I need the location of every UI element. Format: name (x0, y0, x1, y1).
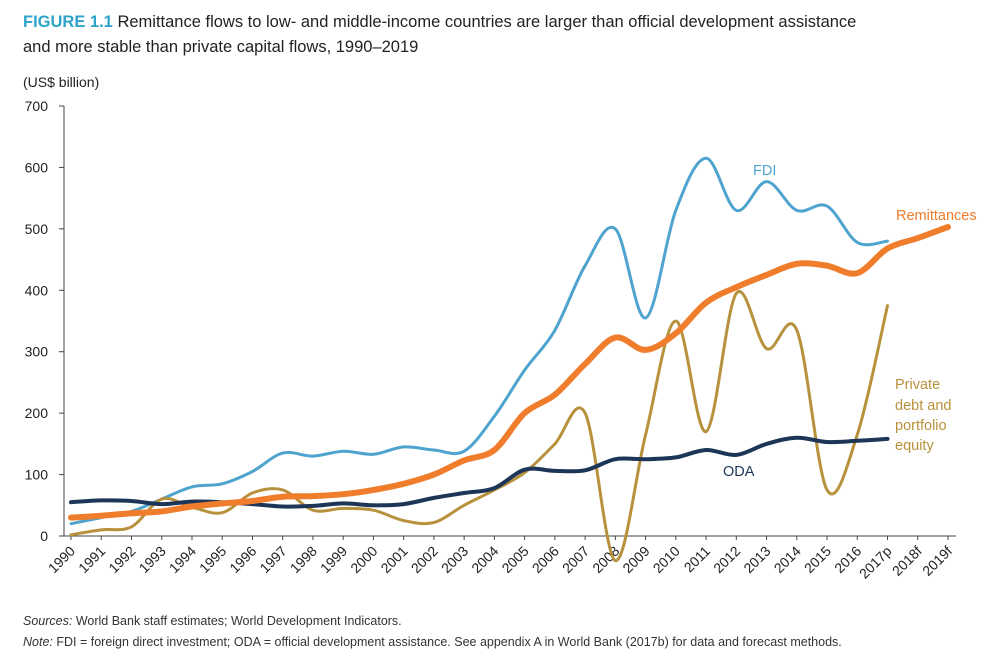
series-line-private-debt-and-portfolio-equity (69, 289, 889, 563)
x-tick-label: 2005 (498, 543, 531, 576)
x-tick-label: 2000 (347, 543, 380, 576)
x-tick-label: 2011 (681, 543, 714, 576)
series-line-oda (69, 435, 890, 509)
x-tick-label: 1994 (166, 543, 199, 576)
x-tick-label: 2015 (801, 543, 834, 576)
series-label-private-line3: portfolio (895, 418, 947, 434)
series-line-remittances (68, 224, 951, 521)
x-tick-label: 2002 (408, 543, 441, 576)
y-tick-label: 200 (25, 405, 49, 421)
x-tick-label: 1995 (196, 543, 229, 576)
y-tick-label: 400 (25, 282, 49, 298)
y-tick-label: 600 (25, 159, 49, 175)
y-axis-unit-label: (US$ billion) (23, 74, 100, 90)
figure-notes: Sources: World Bank staff estimates; Wor… (23, 611, 842, 653)
series-label-oda: ODA (723, 464, 755, 480)
figure-title-line2: and more stable than private capital flo… (23, 38, 419, 56)
y-tick-label: 500 (25, 221, 49, 237)
figure-title: FIGURE 1.1 Remittance flows to low- and … (23, 10, 983, 60)
x-tick-label: 1996 (226, 543, 259, 576)
x-tick-label: 1992 (105, 543, 138, 576)
note-line: Note: FDI = foreign direct investment; O… (23, 632, 842, 653)
series-label-remittances: Remittances (896, 208, 977, 224)
y-tick-label: 100 (25, 467, 49, 483)
x-tick-label: 2007 (559, 543, 592, 576)
x-tick-label: 2006 (529, 543, 562, 576)
x-tick-label: 1997 (256, 543, 289, 576)
y-tick-label: 0 (40, 528, 48, 544)
x-tick-label: 2012 (710, 543, 743, 576)
note-label: Note: (23, 635, 53, 649)
series-label-private-line1: Private (895, 377, 940, 393)
x-tick-label: 2018f (889, 543, 925, 579)
series-label-private-line4: equity (895, 438, 934, 454)
chart-series (68, 156, 951, 563)
series-label-fdi: FDI (753, 163, 776, 179)
x-tick-label: 1993 (136, 543, 169, 576)
sources-text: World Bank staff estimates; World Develo… (72, 614, 402, 628)
x-tick-label: 1998 (287, 543, 320, 576)
x-tick-label: 2014 (771, 543, 804, 576)
x-tick-label: 2019f (919, 543, 955, 579)
series-label-private-line2: debt and (895, 398, 951, 414)
x-tick-label: 2004 (468, 543, 501, 576)
sources-label: Sources: (23, 614, 73, 628)
x-tick-label: 2003 (438, 543, 471, 576)
x-tick-label: 2001 (377, 543, 410, 576)
x-tick-label: 2010 (650, 543, 683, 576)
x-tick-label: 1990 (45, 543, 78, 576)
chart-series-labels: FDI Remittances Private debt and portfol… (723, 163, 977, 480)
note-text: FDI = foreign direct investment; ODA = o… (52, 635, 842, 649)
x-tick-label: 2017p (856, 543, 895, 582)
sources-line: Sources: World Bank staff estimates; Wor… (23, 611, 842, 632)
figure-title-line1: Remittance flows to low- and middle-inco… (117, 13, 857, 31)
x-tick-label: 2013 (740, 543, 773, 576)
figure-label: FIGURE 1.1 (23, 13, 113, 31)
x-tick-label: 1991 (75, 543, 108, 576)
series-line-fdi (69, 156, 889, 526)
y-tick-label: 300 (25, 344, 49, 360)
y-tick-label: 700 (25, 98, 49, 114)
line-chart: 0100200300400500600700199019911992199319… (25, 98, 977, 582)
x-tick-label: 1999 (317, 543, 350, 576)
